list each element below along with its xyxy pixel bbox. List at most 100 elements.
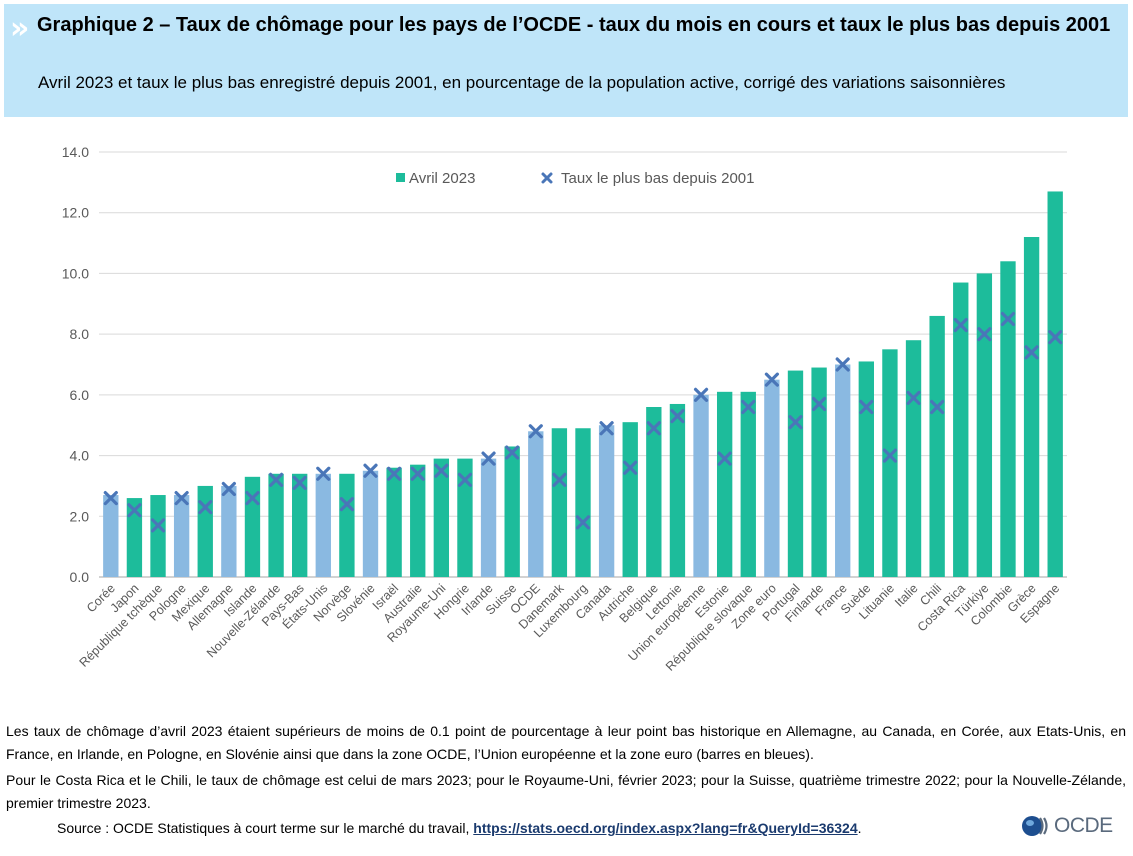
lowest-rate-marker-australie [410, 466, 425, 481]
lowest-rate-marker-hongrie [457, 472, 473, 487]
y-tick-label: 4.0 [70, 448, 90, 464]
lowest-rate-marker-zone-euro [764, 372, 779, 387]
y-tick-label: 0.0 [70, 569, 90, 585]
y-tick-label: 8.0 [70, 326, 90, 342]
bar-suisse [504, 446, 520, 577]
bar-allemagne [221, 485, 237, 577]
lowest-rate-marker-coree [103, 490, 118, 506]
logo-text: OCDE [1054, 814, 1113, 837]
bar-espagne [1047, 191, 1063, 577]
lowest-rate-marker-espagne [1048, 330, 1063, 345]
x-tick-label: Italie [892, 581, 921, 610]
bar-republique-tcheque [150, 495, 166, 577]
lowest-rate-marker-danemark [552, 472, 567, 487]
bar-grece [1023, 237, 1040, 577]
legend-label-lowest-rate: Taux le plus bas depuis 2001 [561, 170, 754, 187]
bar-republique-slovaque [740, 391, 756, 577]
chart-title: Graphique 2 – Taux de chômage pour les p… [37, 14, 1111, 36]
bar-pologne [173, 495, 190, 577]
oecd-globe-icon [1022, 816, 1048, 836]
source-line: Source : OCDE Statistiques à court terme… [57, 817, 862, 839]
lowest-rate-marker-slovenie [363, 463, 378, 478]
bar-union-europeenne [693, 394, 709, 577]
bar-turkiye [976, 273, 993, 577]
source-suffix: . [857, 820, 862, 836]
oecd-logo: OCDE [1021, 814, 1113, 838]
bar-france [835, 364, 851, 577]
bar-danemark [551, 428, 568, 577]
note-2: Pour le Costa Rica et le Chili, le taux … [6, 772, 1126, 811]
lowest-rate-marker-union-europeenne [693, 387, 709, 402]
lowest-rate-marker-royaume-uni [434, 463, 449, 478]
lowest-rate-marker-israel [387, 466, 402, 481]
lowest-rate-marker-ocde [528, 424, 543, 439]
legend-swatch-avril-2023 [396, 173, 405, 182]
chart-notes: Les taux de chômage d’avril 2023 étaient… [6, 720, 1126, 818]
bar-zone-euro [764, 379, 780, 577]
bar-hongrie [457, 458, 473, 577]
bar-belgique [646, 407, 662, 577]
legend-marker-lowest-rate [541, 172, 553, 184]
bar-costa-rica [953, 282, 969, 577]
y-tick-label: 6.0 [70, 387, 90, 403]
y-tick-label: 10.0 [62, 265, 89, 281]
lowest-rate-marker-finlande [811, 396, 827, 412]
lowest-rate-marker-republique-tcheque [150, 518, 166, 533]
lowest-rate-marker-italie [906, 390, 921, 405]
lowest-rate-marker-estonie [717, 451, 732, 466]
bar-irlande [480, 458, 497, 577]
bar-italie [905, 340, 922, 577]
y-tick-label: 2.0 [70, 508, 90, 524]
lowest-rate-marker-suisse [505, 445, 520, 460]
bar-norvege [339, 473, 355, 577]
bar-australie [410, 464, 426, 577]
lowest-rate-marker-allemagne [221, 481, 236, 497]
lowest-rate-marker-republique-slovaque [741, 399, 756, 415]
bar-luxembourg [575, 428, 591, 577]
bar-mexique [197, 485, 213, 577]
bar-japon [126, 498, 143, 577]
chart-header: » Graphique 2 – Taux de chômage pour les… [4, 4, 1128, 117]
bar-etats-unis [315, 473, 331, 577]
chevron-right-icon: » [10, 11, 30, 46]
lowest-rate-marker-etats-unis [316, 466, 331, 481]
bar-colombie [1000, 261, 1016, 577]
lowest-rate-marker-mexique [198, 500, 213, 515]
bar-ocde [528, 431, 544, 577]
bar-portugal [787, 370, 804, 577]
bar-autriche [622, 422, 638, 577]
lowest-rate-marker-pays-bas [292, 475, 307, 490]
bar-suede [858, 361, 874, 577]
note-1: Les taux de chômage d’avril 2023 étaient… [6, 723, 1126, 762]
bar-estonie [716, 391, 733, 577]
lowest-rate-marker-portugal [788, 415, 803, 430]
bar-finlande [811, 367, 827, 577]
lowest-rate-marker-luxembourg [575, 515, 591, 530]
lowest-rate-marker-colombie [1000, 311, 1016, 327]
bar-pays-bas [292, 473, 308, 577]
lowest-rate-marker-lituanie [882, 448, 898, 463]
lowest-rate-marker-costa-rica [953, 317, 968, 333]
bar-royaume-uni [433, 458, 450, 577]
bar-lettonie [669, 403, 686, 577]
y-tick-label: 14.0 [62, 144, 89, 160]
y-tick-label: 12.0 [62, 205, 89, 221]
source-link[interactable]: https://stats.oecd.org/index.aspx?lang=f… [473, 820, 858, 836]
lowest-rate-marker-chili [930, 399, 945, 415]
lowest-rate-marker-lettonie [670, 409, 685, 424]
lowest-rate-marker-grece [1024, 345, 1039, 360]
lowest-rate-marker-pologne [174, 490, 189, 506]
bar-lituanie [882, 349, 898, 577]
bar-slovenie [362, 470, 379, 577]
lowest-rate-marker-france [835, 357, 850, 372]
lowest-rate-marker-belgique [646, 421, 661, 436]
lowest-rate-marker-nouvelle-zelande [268, 472, 284, 487]
bar-coree [103, 495, 119, 577]
lowest-rate-marker-irlande [481, 451, 496, 466]
lowest-rate-marker-turkiye [977, 327, 992, 342]
lowest-rate-marker-norvege [339, 497, 355, 512]
lowest-rate-marker-autriche [623, 460, 638, 475]
lowest-rate-marker-suede [859, 399, 874, 415]
bar-chili [929, 315, 945, 577]
chart-subtitle: Avril 2023 et taux le plus bas enregistr… [38, 73, 1006, 92]
